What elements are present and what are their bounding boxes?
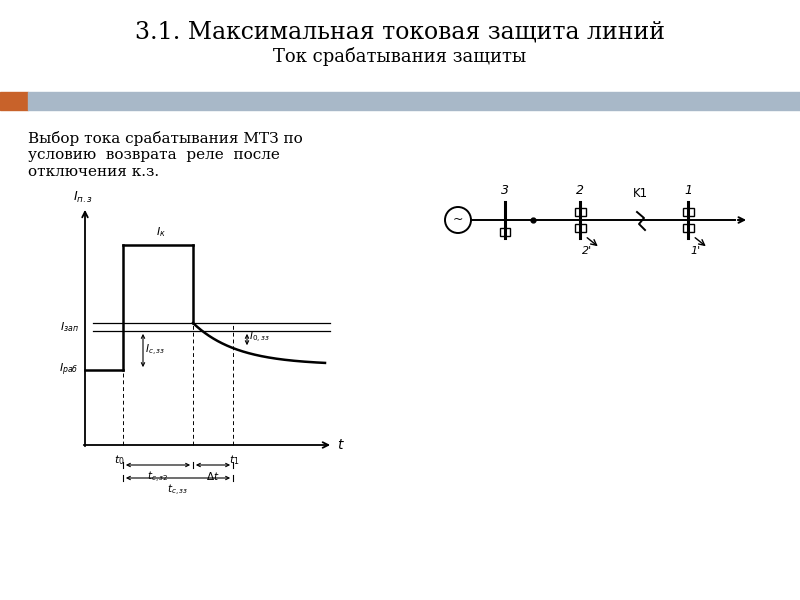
Text: Выбор тока срабатывания МТЗ по: Выбор тока срабатывания МТЗ по xyxy=(28,130,302,145)
Bar xyxy=(574,208,586,216)
Text: $t$: $t$ xyxy=(337,438,345,452)
Text: $t_{с,зз}$: $t_{с,зз}$ xyxy=(167,483,189,498)
Text: 1': 1' xyxy=(690,246,700,256)
Text: 2: 2 xyxy=(576,184,584,197)
Bar xyxy=(682,208,694,216)
Bar xyxy=(574,224,586,232)
Text: $t_{0}$: $t_{0}$ xyxy=(114,453,124,467)
Text: $I_{раб}$: $I_{раб}$ xyxy=(59,362,79,378)
Text: 3: 3 xyxy=(501,184,509,197)
Text: ~: ~ xyxy=(453,212,463,226)
Text: $t_{с,з2}$: $t_{с,з2}$ xyxy=(147,470,169,485)
Text: Ток срабатывания защиты: Ток срабатывания защиты xyxy=(274,46,526,65)
Text: 1: 1 xyxy=(684,184,692,197)
Text: отключения к.з.: отключения к.з. xyxy=(28,165,159,179)
Text: $I_{зап}$: $I_{зап}$ xyxy=(60,320,79,334)
Text: $I_{к}$: $I_{к}$ xyxy=(156,225,166,239)
Bar xyxy=(682,224,694,232)
Text: 2': 2' xyxy=(582,246,592,256)
Bar xyxy=(500,228,510,236)
Bar xyxy=(0,92,28,110)
Text: $I_{с,зз}$: $I_{с,зз}$ xyxy=(145,343,165,358)
Bar xyxy=(28,92,800,110)
Text: условию  возврата  реле  после: условию возврата реле после xyxy=(28,148,280,162)
Text: $\Delta t$: $\Delta t$ xyxy=(206,470,220,482)
Text: $I_{0,зз}$: $I_{0,зз}$ xyxy=(249,330,270,345)
Text: $I_{п.з}$: $I_{п.з}$ xyxy=(73,190,93,205)
Text: $t_{1}$: $t_{1}$ xyxy=(229,453,239,467)
Text: 3.1. Максимальная токовая защита линий: 3.1. Максимальная токовая защита линий xyxy=(135,20,665,43)
Text: K1: K1 xyxy=(633,187,647,200)
